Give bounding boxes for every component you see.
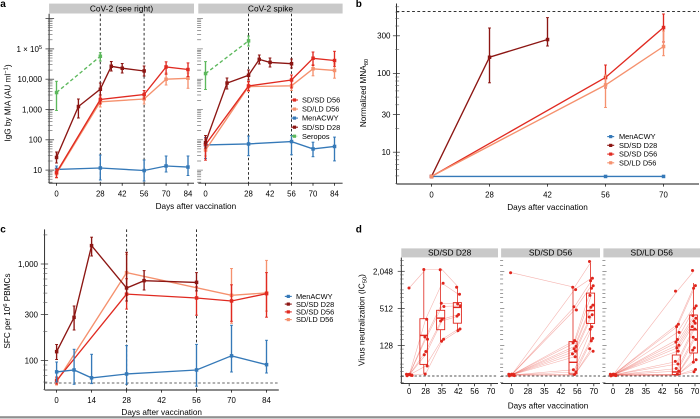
svg-text:0: 0 [54, 190, 59, 199]
svg-text:84: 84 [330, 190, 339, 199]
svg-text:70: 70 [487, 387, 496, 396]
svg-text:28: 28 [122, 396, 131, 405]
svg-text:100: 100 [25, 356, 39, 365]
svg-text:300: 300 [377, 32, 391, 41]
svg-text:56: 56 [140, 190, 149, 199]
svg-text:70: 70 [309, 190, 318, 199]
svg-text:1 × 105: 1 × 105 [16, 45, 42, 54]
svg-text:42: 42 [266, 190, 275, 199]
svg-text:Days after vaccination: Days after vaccination [507, 203, 588, 212]
svg-text:CoV-2 (see right): CoV-2 (see right) [90, 3, 154, 13]
svg-text:35: 35 [540, 387, 549, 396]
svg-text:Days after vaccination: Days after vaccination [121, 408, 202, 417]
svg-text:0: 0 [407, 387, 412, 396]
svg-text:70: 70 [659, 190, 668, 199]
svg-text:0: 0 [54, 396, 59, 405]
svg-text:70: 70 [589, 387, 598, 396]
svg-text:10: 10 [382, 148, 391, 157]
svg-text:SD/SD D28: SD/SD D28 [428, 247, 472, 257]
svg-text:0: 0 [429, 190, 434, 199]
svg-text:42: 42 [543, 190, 552, 199]
svg-text:Normalized MNA80: Normalized MNA80 [359, 59, 370, 127]
svg-text:SD/LD D56: SD/LD D56 [296, 315, 333, 324]
svg-text:0: 0 [509, 387, 514, 396]
svg-text:SD/LD D56: SD/LD D56 [619, 158, 656, 167]
svg-text:28: 28 [244, 190, 253, 199]
svg-text:56: 56 [470, 387, 479, 396]
svg-text:SD/LD D56: SD/LD D56 [302, 105, 339, 114]
svg-text:56: 56 [601, 190, 610, 199]
svg-text:10: 10 [33, 166, 42, 175]
svg-text:14: 14 [87, 396, 96, 405]
svg-text:CoV-2 spike: CoV-2 spike [248, 3, 293, 13]
svg-text:Days after vaccination: Days after vaccination [156, 202, 237, 211]
svg-text:1,000: 1,000 [22, 105, 43, 114]
svg-text:MenACWY: MenACWY [296, 292, 333, 301]
svg-text:Seropos: Seropos [302, 132, 330, 141]
svg-text:Virus neutralization (IC50): Virus neutralization (IC50) [358, 274, 369, 366]
svg-text:SD/SD D28: SD/SD D28 [619, 141, 657, 150]
svg-text:100: 100 [377, 69, 391, 78]
svg-text:100: 100 [29, 136, 43, 145]
svg-text:1,000: 1,000 [18, 260, 39, 269]
svg-text:SD/SD D28: SD/SD D28 [302, 123, 340, 132]
svg-text:0: 0 [611, 387, 616, 396]
svg-text:28: 28 [485, 190, 494, 199]
svg-text:42: 42 [454, 387, 463, 396]
svg-text:SD/SD D56: SD/SD D56 [619, 150, 657, 159]
svg-text:MenACWY: MenACWY [302, 114, 339, 123]
svg-text:2,048: 2,048 [373, 267, 394, 276]
svg-text:28: 28 [96, 190, 105, 199]
svg-text:d: d [356, 224, 362, 235]
svg-text:128: 128 [380, 342, 394, 351]
svg-text:IgG by MIA (AU ml−1): IgG by MIA (AU ml−1) [3, 64, 12, 141]
svg-text:56: 56 [287, 190, 296, 199]
svg-text:30: 30 [382, 110, 391, 119]
svg-text:Days after vaccination: Days after vaccination [508, 401, 589, 410]
svg-text:28: 28 [524, 387, 533, 396]
svg-text:56: 56 [674, 387, 683, 396]
svg-text:35: 35 [641, 387, 650, 396]
svg-text:c: c [0, 224, 6, 235]
svg-text:MenACWY: MenACWY [619, 132, 656, 141]
svg-text:84: 84 [184, 190, 193, 199]
svg-text:SD/SD D56: SD/SD D56 [302, 96, 340, 105]
svg-text:300: 300 [25, 310, 39, 319]
svg-text:56: 56 [573, 387, 582, 396]
svg-text:10,000: 10,000 [18, 75, 43, 84]
svg-text:SD/SD D56: SD/SD D56 [296, 308, 334, 317]
svg-text:42: 42 [557, 387, 566, 396]
svg-text:35: 35 [438, 387, 447, 396]
svg-text:42: 42 [157, 396, 166, 405]
svg-text:a: a [0, 0, 6, 10]
svg-text:SFC per 106 PBMCs: SFC per 106 PBMCs [3, 273, 12, 348]
svg-text:512: 512 [380, 304, 394, 313]
svg-text:70: 70 [162, 190, 171, 199]
svg-text:28: 28 [625, 387, 634, 396]
svg-text:SD/LD D56: SD/LD D56 [631, 247, 674, 257]
svg-text:56: 56 [192, 396, 201, 405]
svg-text:84: 84 [262, 396, 271, 405]
svg-text:28: 28 [421, 387, 430, 396]
svg-text:0: 0 [203, 190, 208, 199]
svg-text:70: 70 [691, 387, 700, 396]
svg-text:b: b [356, 0, 362, 10]
svg-text:42: 42 [658, 387, 667, 396]
svg-text:SD/SD D56: SD/SD D56 [529, 247, 573, 257]
svg-text:42: 42 [118, 190, 127, 199]
svg-text:SD/SD D28: SD/SD D28 [296, 300, 334, 309]
svg-text:70: 70 [227, 396, 236, 405]
